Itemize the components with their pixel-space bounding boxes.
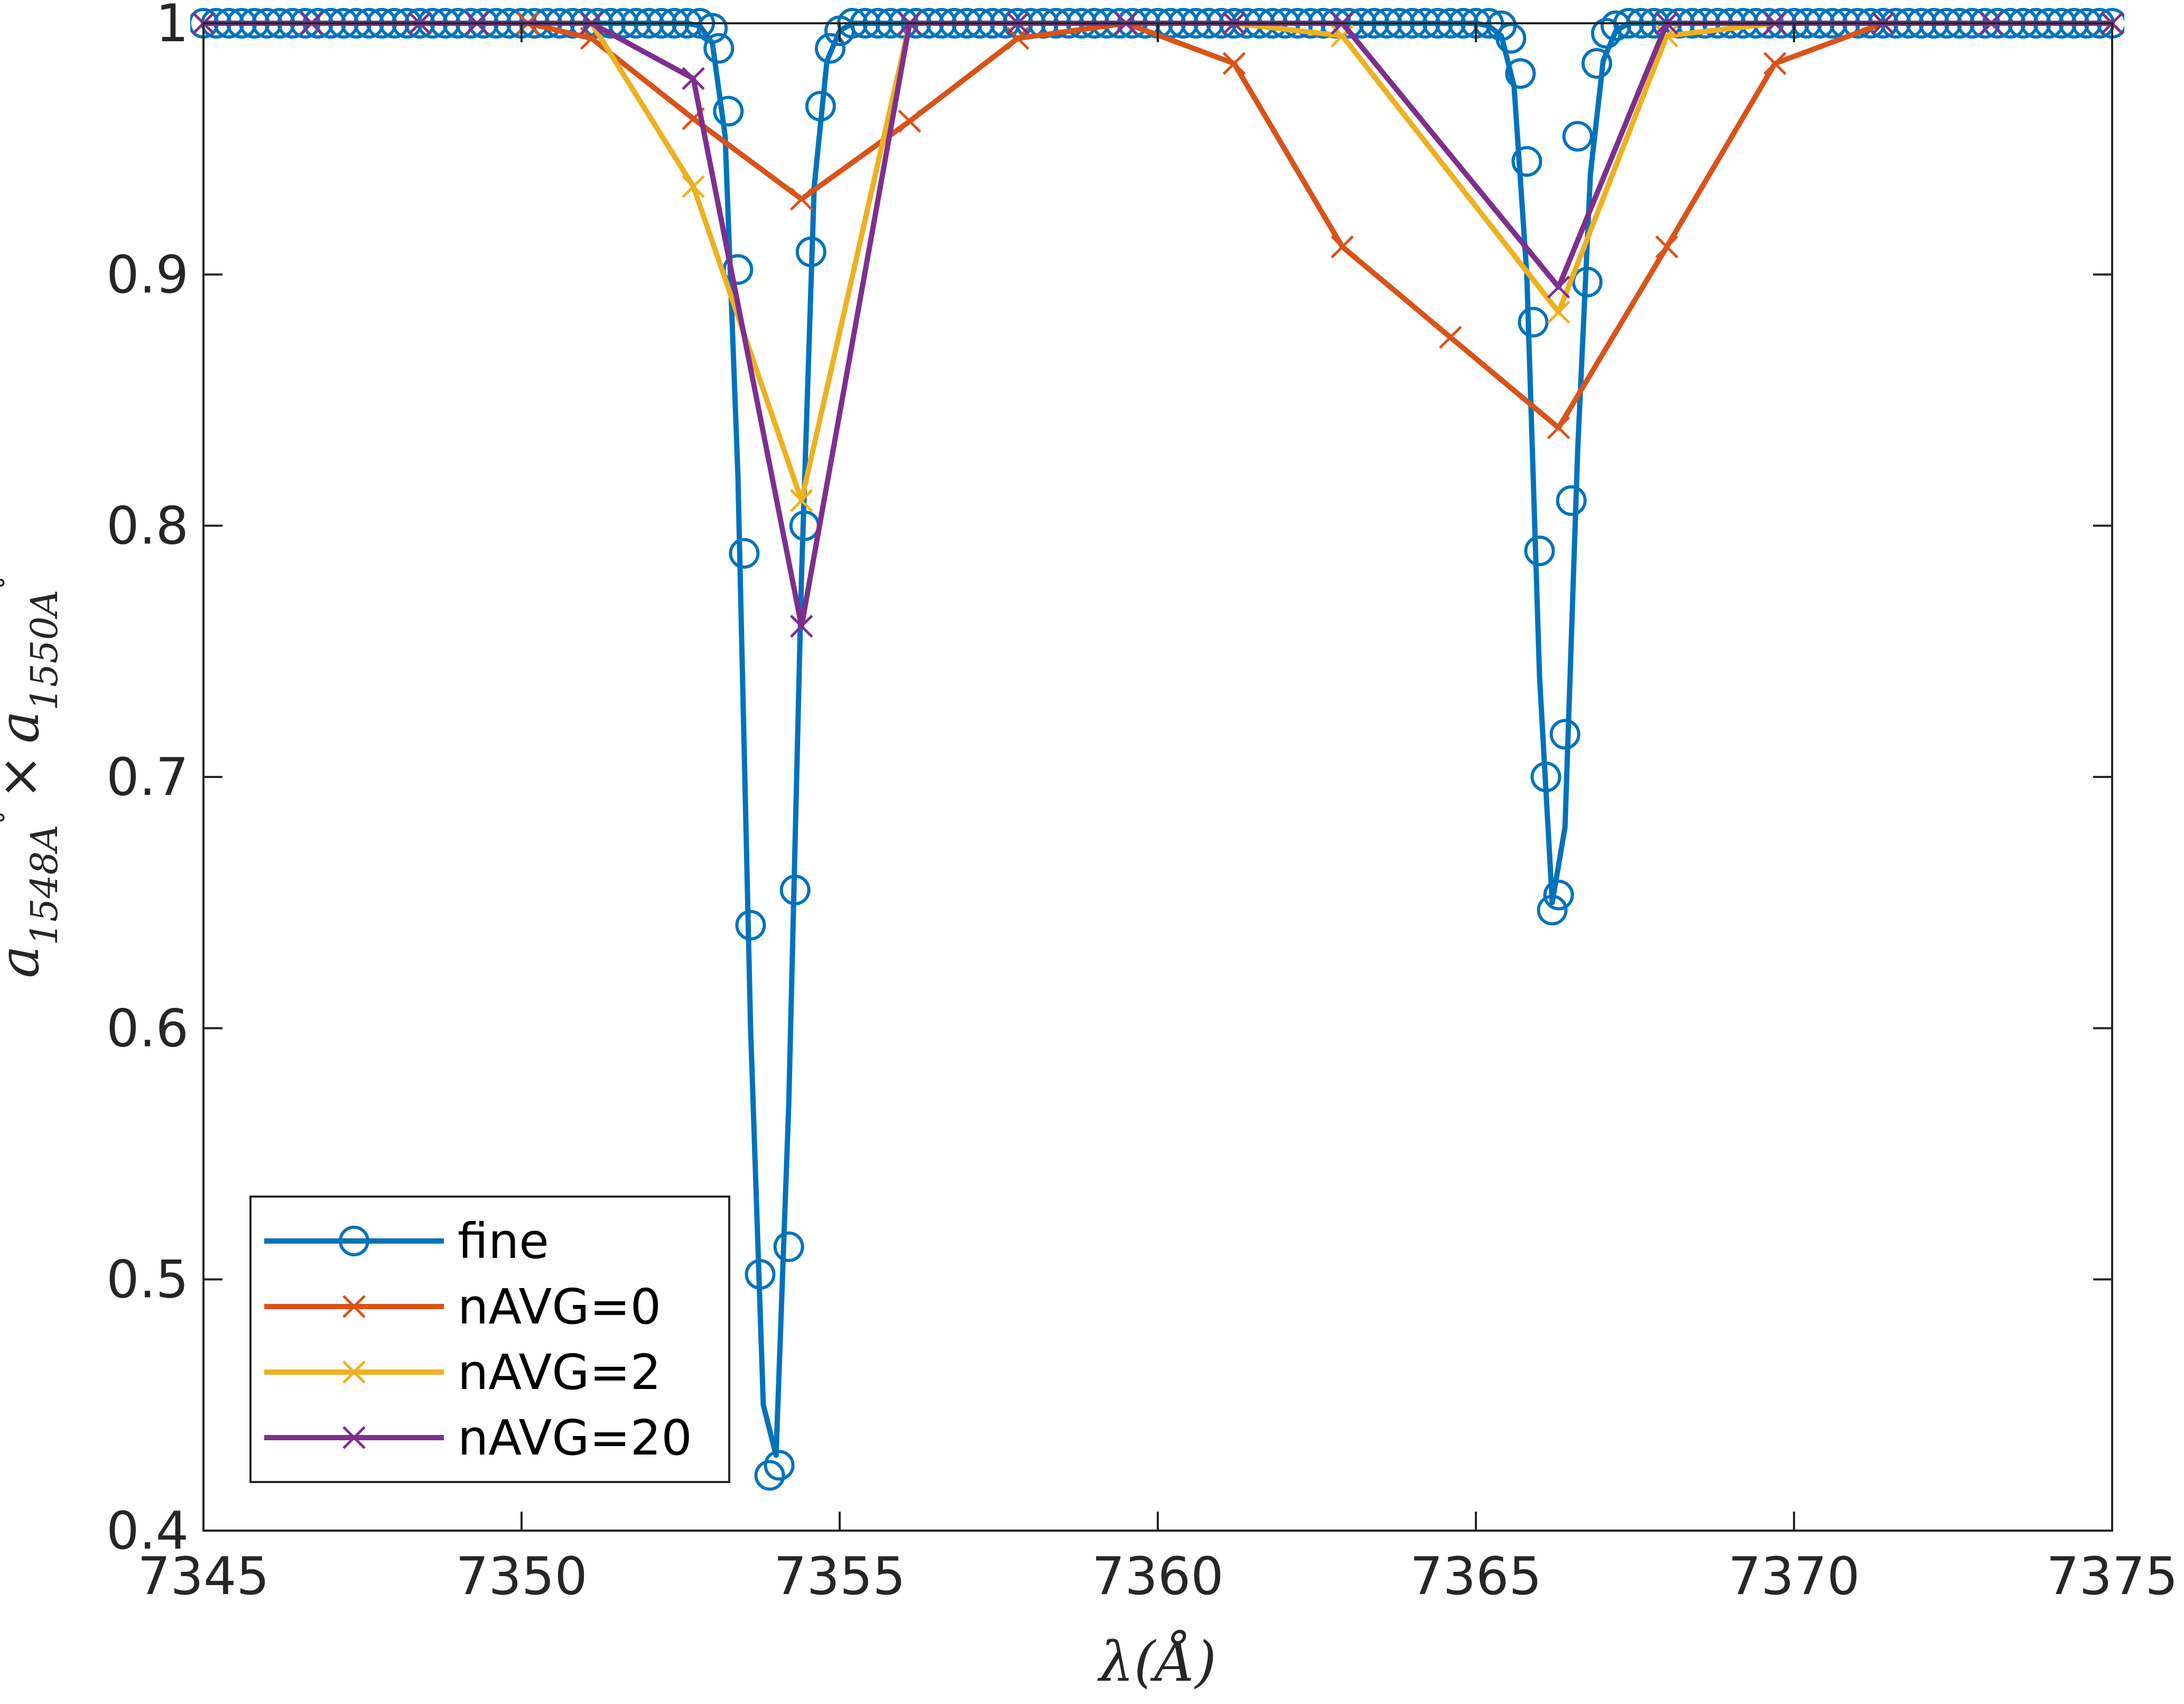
fine-marker: [1600, 10, 1631, 41]
legend-label: fine: [458, 1213, 549, 1270]
legend-entry: nAVG=20: [264, 1410, 692, 1466]
fine-marker: [1495, 23, 1527, 54]
legend-marker: [342, 1295, 366, 1318]
fine-marker: [703, 33, 735, 64]
legend-label: nAVG=2: [458, 1344, 661, 1401]
legend-entry: fine: [264, 1213, 549, 1270]
svg-text:a1548A∘×a1550A∘: a1548A∘×a1550A∘: [0, 576, 66, 978]
legend-marker: [342, 1426, 366, 1449]
y-label-ring2: ∘: [0, 576, 16, 589]
x-marker: [1439, 326, 1462, 349]
x-tick-label: 7355: [774, 1546, 905, 1607]
x-tick-label: 7345: [137, 1546, 269, 1607]
fine-marker: [745, 1259, 776, 1290]
x-marker: [1655, 235, 1678, 258]
legend-box: [249, 1196, 730, 1483]
legend-entry: nAVG=2: [264, 1344, 661, 1401]
x-marker: [1547, 416, 1570, 440]
fine-marker: [1537, 894, 1568, 925]
fine-marker: [1543, 879, 1574, 911]
fine-marker: [795, 236, 826, 267]
x-marker: [789, 489, 813, 512]
fine-marker: [1581, 48, 1612, 79]
y-label-a2: a: [0, 710, 51, 743]
x-marker: [1222, 52, 1246, 75]
x-marker: [1547, 275, 1570, 299]
x-tick-label: 7365: [1410, 1546, 1541, 1607]
x-marker: [789, 187, 813, 211]
y-axis-label: a1548A∘×a1550A∘: [0, 576, 66, 978]
legend-label: nAVG=20: [458, 1410, 692, 1466]
legend-marker: [342, 1360, 366, 1384]
y-label-a1: a: [0, 946, 51, 978]
fine-marker: [735, 910, 766, 941]
legend-entries: fine nAVG=0 nAVG=2 nAVG=20: [264, 1213, 692, 1466]
x-tick-label: 7370: [1728, 1546, 1860, 1607]
x-marker: [789, 615, 813, 638]
fine-marker: [729, 538, 760, 569]
y-tick-label: 0.7: [106, 747, 189, 808]
y-label-sub2: 1550A: [23, 590, 66, 711]
fine-marker: [814, 33, 845, 64]
fine-marker: [1572, 266, 1603, 298]
fine-marker: [764, 1450, 795, 1481]
y-label-ring1: ∘: [0, 811, 16, 825]
fine-marker: [1549, 719, 1581, 750]
fine-marker: [805, 90, 836, 122]
x-marker: [898, 109, 922, 133]
fine-marker: [713, 96, 744, 127]
y-tick-label: 0.9: [106, 245, 189, 305]
y-tick-label: 0.8: [106, 496, 189, 557]
x-tick-label: 7375: [2046, 1546, 2178, 1607]
fine-marker: [1530, 762, 1562, 792]
x-marker: [1331, 235, 1354, 258]
y-tick-label: 0.5: [106, 1250, 189, 1310]
x-marker: [1763, 52, 1787, 75]
ticks-layer: 7345 7350 7355 7360 7365 7370 7375 0.4 0.5 0.6 0.7…: [106, 0, 2178, 1607]
fine-marker: [697, 13, 728, 44]
x-marker: [682, 67, 705, 90]
y-tick-label: 0.4: [106, 1501, 189, 1561]
x-axis-label: λ(Å): [1097, 1629, 1216, 1694]
legend-entry: nAVG=0: [264, 1279, 661, 1335]
fine-marker: [773, 1231, 804, 1262]
legend: fine nAVG=0 nAVG=2 nAVG=20: [249, 1196, 730, 1483]
fine-marker: [1511, 146, 1542, 177]
fine-marker: [1562, 121, 1593, 152]
y-tick-label: 0.6: [106, 998, 189, 1059]
fine-marker: [1524, 535, 1555, 567]
fine-marker: [1518, 307, 1549, 338]
y-tick-label: 1: [156, 0, 189, 54]
fine-marker: [1556, 485, 1587, 516]
x-marker: [1547, 300, 1570, 324]
fine-marker: [1505, 58, 1536, 89]
y-label-sub1: 1548A: [23, 825, 66, 946]
fine-marker: [754, 1460, 785, 1491]
x-marker: [682, 175, 705, 198]
legend-label: nAVG=0: [458, 1279, 661, 1335]
fine-marker: [779, 874, 811, 905]
x-tick-label: 7350: [456, 1546, 587, 1607]
legend-marker: [339, 1226, 369, 1256]
y-label-times: ×: [0, 754, 51, 800]
x-tick-label: 7360: [1092, 1546, 1223, 1607]
